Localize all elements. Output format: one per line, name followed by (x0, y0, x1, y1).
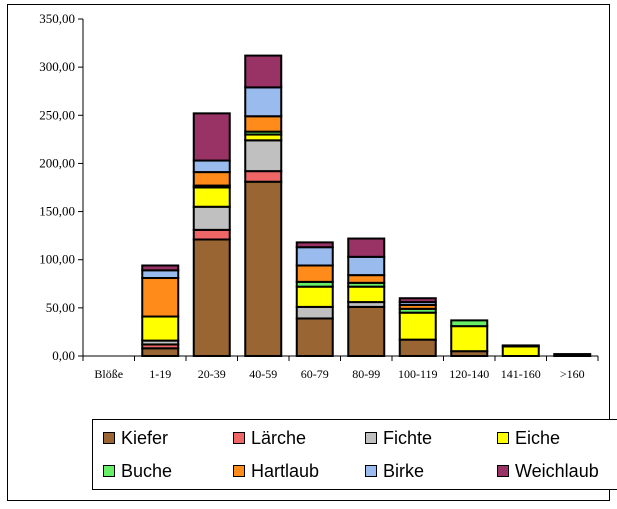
x-tick-label: 20-39 (198, 367, 226, 381)
x-tick-label: 40-59 (249, 367, 277, 381)
bar-segment-hartlaub (141, 277, 180, 318)
bar-segment-buche (450, 319, 489, 328)
bar-segment-kiefer (295, 317, 334, 358)
legend-item-fichte: Fichte (365, 426, 432, 450)
legend-label: Eiche (515, 427, 561, 448)
x-tick-label: Blöße (94, 367, 123, 381)
y-tick-label: 300,00 (39, 59, 75, 74)
y-tick-label: 200,00 (39, 155, 75, 170)
y-tick-label: 100,00 (39, 252, 75, 267)
bar-segment-weichlaub (244, 54, 283, 89)
x-tick-label: 60-79 (301, 367, 329, 381)
bar-segment-eiche (501, 345, 540, 358)
x-tick-label: >160 (560, 367, 585, 381)
bar-segment-weichlaub (141, 264, 180, 272)
x-tick-label: 100-119 (398, 367, 438, 381)
bar-segment-eiche (295, 285, 334, 308)
bar-segment-birke (295, 246, 334, 267)
bar-segment-lärche (192, 228, 231, 241)
bar-segment-hartlaub (295, 264, 334, 283)
bar-segment-eiche (450, 325, 489, 353)
x-tick-label: 80-99 (352, 367, 380, 381)
bar-segment-eiche (553, 353, 592, 357)
legend-swatch (365, 465, 377, 477)
y-tick-label: 250,00 (39, 107, 75, 122)
legend-label: Weichlaub (515, 460, 599, 481)
bar-segment-weichlaub (398, 297, 437, 304)
bar-segment-birke (347, 255, 386, 277)
bar-segment-weichlaub (347, 237, 386, 258)
x-tick-label: 1-19 (149, 367, 171, 381)
stacked-bar-chart: 0,00 50,00 100,00 150,00 200,00 250,00 300,00 3… (39, 11, 599, 381)
bar-segment-kiefer (141, 347, 180, 358)
y-tick-label: 50,00 (46, 300, 75, 315)
legend-swatch (497, 432, 509, 444)
legend-item-hartlaub: Hartlaub (233, 459, 319, 483)
legend-label: Kiefer (121, 427, 169, 448)
legend-item-eiche: Eiche (497, 426, 560, 450)
bar-segment-hartlaub (347, 274, 386, 284)
bar-segment-kiefer (244, 180, 283, 357)
legend-swatch (497, 465, 509, 477)
chart-frame: 0,00 50,00 100,00 150,00 200,00 250,00 300,00 3… (7, 4, 617, 501)
x-tick-label: 120-140 (449, 367, 489, 381)
bar-segment-weichlaub (295, 241, 334, 249)
bar-segment-weichlaub (192, 112, 231, 162)
legend-label: Hartlaub (251, 460, 320, 481)
x-tick-label: 141-160 (501, 367, 541, 381)
bar-segment-hartlaub (244, 115, 283, 133)
legend-label: Birke (383, 460, 425, 481)
legend-item-lärche: Lärche (233, 426, 306, 450)
legend-item-buche: Buche (103, 459, 172, 483)
bar-segment-eiche (141, 315, 180, 342)
bar-segment-fichte (192, 205, 231, 231)
bar-segment-kiefer (192, 238, 231, 358)
bar-segment-hartlaub (192, 171, 231, 187)
chart-legend: Kiefer Lärche Fichte Eiche Buche Hartlaub Birk… (92, 419, 617, 490)
bar-segment-birke (244, 86, 283, 118)
bar-segment-eiche (347, 285, 386, 304)
bar-segment-kiefer (347, 305, 386, 357)
bar-segment-birke (141, 269, 180, 280)
legend-label: Buche (121, 460, 173, 481)
bar-segment-eiche (192, 186, 231, 208)
legend-label: Lärche (251, 427, 307, 448)
legend-item-birke: Birke (365, 459, 424, 483)
legend-swatch (103, 465, 115, 477)
y-tick-label: 0,00 (52, 348, 75, 363)
chart-labels: 0,00 50,00 100,00 150,00 200,00 250,00 300,00 3… (39, 11, 584, 381)
bar-segment-lärche (244, 170, 283, 183)
y-tick-label: 150,00 (39, 204, 75, 219)
bar-segment-fichte (244, 139, 283, 173)
legend-item-weichlaub: Weichlaub (497, 459, 599, 483)
bar-segment-eiche (398, 311, 437, 341)
legend-item-kiefer: Kiefer (103, 426, 168, 450)
bar-segment-kiefer (398, 338, 437, 358)
chart-bars (141, 54, 592, 358)
legend-swatch (365, 432, 377, 444)
bar-segment-fichte (295, 305, 334, 320)
y-tick-label: 350,00 (39, 11, 75, 26)
legend-swatch (233, 432, 245, 444)
bar-segment-buche (501, 344, 540, 348)
legend-label: Fichte (383, 427, 433, 448)
legend-swatch (103, 432, 115, 444)
bar-segment-birke (192, 159, 231, 174)
legend-swatch (233, 465, 245, 477)
